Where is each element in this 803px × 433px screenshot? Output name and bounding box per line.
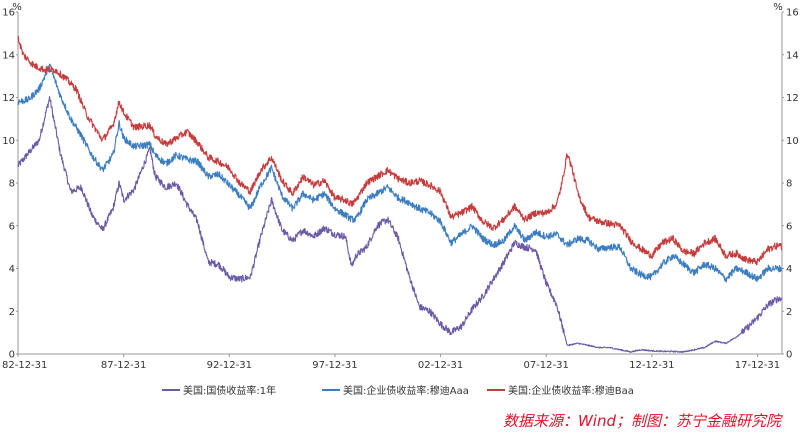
y-tick-label-right: 2 — [786, 307, 792, 318]
x-tick-label: 92-12-31 — [207, 360, 252, 371]
y-tick-label-right: 16 — [786, 8, 799, 19]
x-tick-label: 82-12-31 — [2, 360, 47, 371]
y-unit-right: % — [773, 2, 783, 13]
x-tick-label: 17-12-31 — [735, 360, 780, 371]
y-tick-label-right: 8 — [786, 179, 792, 190]
legend-label-aaa: 美国:企业债收益率:穆迪Aaa — [343, 386, 469, 397]
series-line-1y-treasury — [17, 96, 783, 353]
legend: 美国:国债收益率:1年 美国:企业债收益率:穆迪Aaa 美国:企业债收益率:穆迪… — [0, 382, 803, 397]
axes — [16, 11, 784, 357]
legend-item-baa: 美国:企业债收益率:穆迪Baa — [487, 382, 634, 397]
y-tick-label-left: 4 — [9, 264, 15, 275]
y-tick-label-left: 16 — [2, 8, 15, 19]
y-tick-label-left: 6 — [9, 221, 15, 232]
x-tick-label: 07-12-31 — [523, 360, 568, 371]
y-tick-label-left: 14 — [2, 50, 15, 61]
y-tick-label-left: 10 — [2, 136, 15, 147]
series-lines — [17, 35, 783, 353]
series-line-aaa — [17, 63, 783, 283]
y-unit-left: % — [12, 2, 22, 13]
legend-swatch-baa — [487, 388, 505, 391]
legend-item-aaa: 美国:企业债收益率:穆迪Aaa — [322, 382, 469, 397]
line-chart: 0 0 2 2 4 4 6 6 8 8 10 10 12 12 14 14 16 16% % 82-12-31 87-1… — [2, 2, 799, 371]
y-tick-label-right: 12 — [786, 93, 799, 104]
tick-labels: 0 0 2 2 4 4 6 6 8 8 10 10 12 12 14 14 16 16% % 82-12-31 87-1… — [2, 2, 799, 371]
y-tick-label-right: 4 — [786, 264, 792, 275]
y-tick-label-right: 10 — [786, 136, 799, 147]
x-tick-label: 97-12-31 — [312, 360, 357, 371]
legend-swatch-1y-treasury — [162, 388, 180, 391]
legend-label-baa: 美国:企业债收益率:穆迪Baa — [508, 386, 634, 397]
legend-label-1y-treasury: 美国:国债收益率:1年 — [183, 386, 277, 397]
series-line-baa — [17, 35, 783, 266]
y-tick-label-left: 0 — [9, 350, 15, 361]
y-tick-label-left: 8 — [9, 179, 15, 190]
x-tick-label: 87-12-31 — [101, 360, 146, 371]
x-tick-label: 02-12-31 — [418, 360, 463, 371]
y-tick-label-right: 0 — [786, 350, 792, 361]
source-note: 数据来源：Wind；制图：苏宁金融研究院 — [502, 412, 781, 430]
y-tick-label-right: 14 — [786, 50, 799, 61]
legend-item-1y-treasury: 美国:国债收益率:1年 — [162, 382, 276, 397]
y-tick-label-right: 6 — [786, 221, 792, 232]
legend-swatch-aaa — [322, 388, 340, 391]
y-tick-label-left: 12 — [2, 93, 15, 104]
y-tick-label-left: 2 — [9, 307, 15, 318]
x-tick-label: 12-12-31 — [629, 360, 674, 371]
